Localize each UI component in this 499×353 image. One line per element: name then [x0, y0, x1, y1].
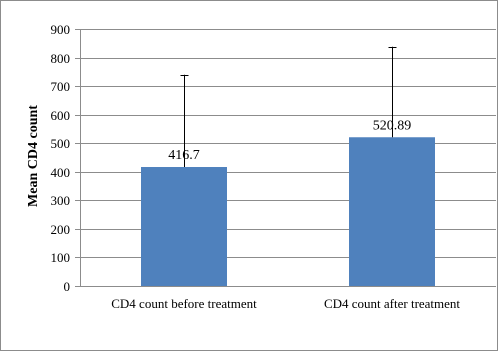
y-tick-label-300: 300 — [51, 193, 71, 208]
category-label-2: CD4 count after treatment — [324, 296, 460, 311]
y-tick-label-100: 100 — [51, 250, 71, 265]
y-tick-label-400: 400 — [51, 165, 71, 180]
bar-1 — [141, 167, 227, 286]
y-tick-label-200: 200 — [51, 222, 71, 237]
y-tick-label-0: 0 — [64, 279, 71, 294]
y-tick-label-900: 900 — [51, 22, 71, 37]
data-labels: 416.7 520.89 — [168, 118, 411, 163]
y-axis-title: Mean CD4 count — [26, 105, 41, 207]
y-tick-label-700: 700 — [51, 79, 71, 94]
category-labels: CD4 count before treatment CD4 count afte… — [111, 296, 460, 311]
y-tick-labels: 0 100 200 300 400 500 600 700 800 900 — [51, 22, 71, 294]
data-label-2: 520.89 — [373, 118, 412, 133]
category-label-1: CD4 count before treatment — [111, 296, 257, 311]
y-tick-label-800: 800 — [51, 51, 71, 66]
y-tick-label-600: 600 — [51, 108, 71, 123]
bars — [141, 137, 435, 286]
data-label-1: 416.7 — [168, 148, 200, 163]
bar-2 — [349, 137, 435, 286]
y-tick-label-500: 500 — [51, 136, 71, 151]
error-bars — [180, 46, 397, 168]
